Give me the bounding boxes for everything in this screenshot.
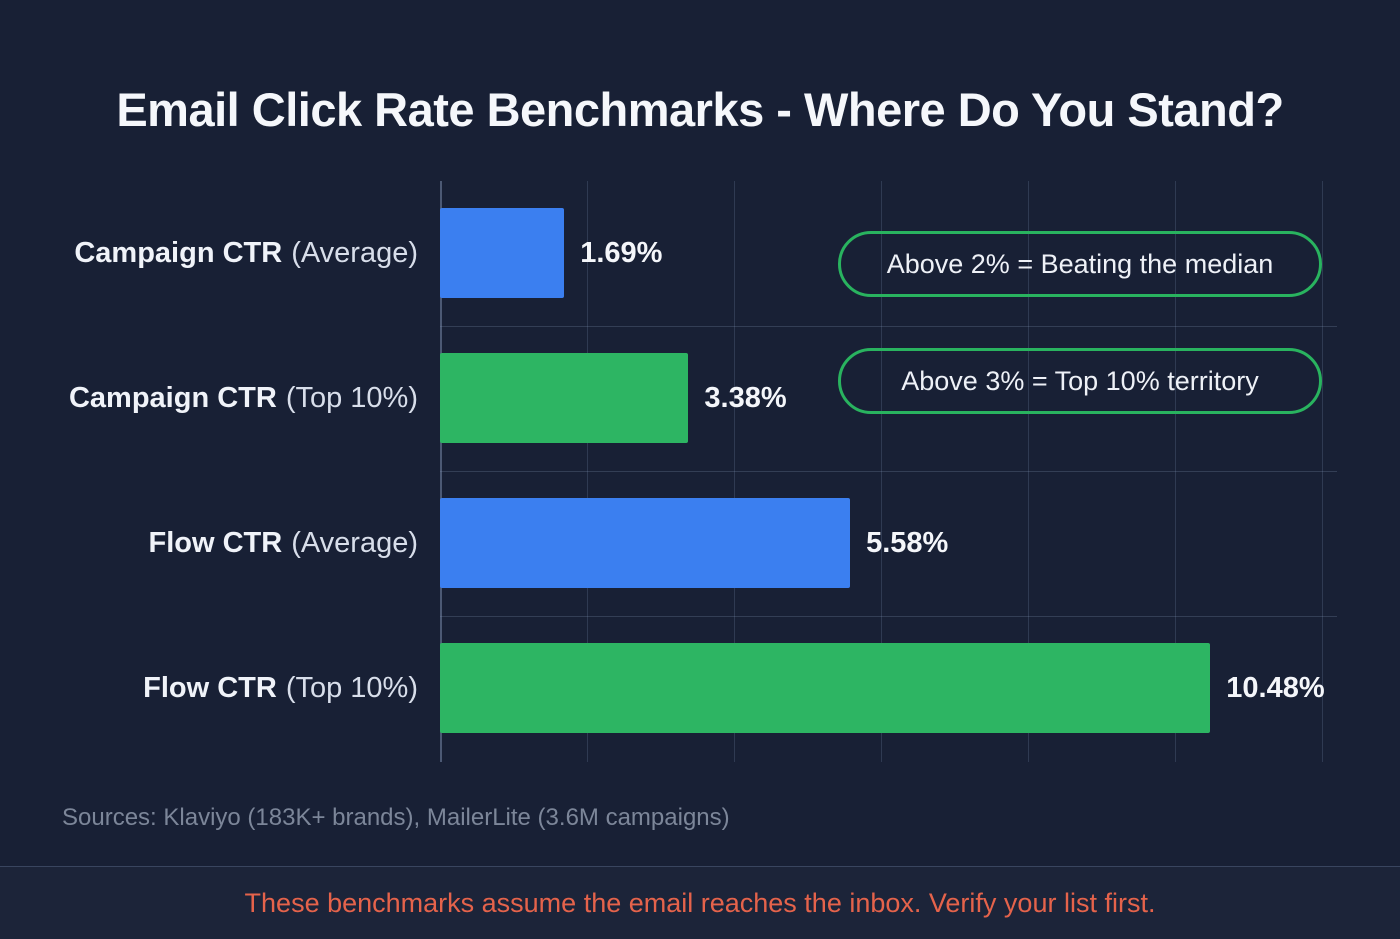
bar-campaign-ctr-top10 xyxy=(440,353,689,443)
category-label-strong: Campaign CTR xyxy=(74,237,283,269)
gridline xyxy=(1322,181,1323,762)
category-label-light: (Top 10%) xyxy=(285,382,418,414)
bar-value-label: 1.69% xyxy=(580,237,663,269)
category-label: Campaign CTR (Top 10%) xyxy=(0,326,418,471)
category-label-light: (Top 10%) xyxy=(285,672,418,704)
category-label-strong: Flow CTR xyxy=(143,672,277,704)
page-title: Email Click Rate Benchmarks - Where Do Y… xyxy=(116,83,1284,136)
footer-banner: These benchmarks assume the email reache… xyxy=(0,866,1400,939)
bar-value-label: 3.38% xyxy=(704,382,787,414)
callout-beating-median: Above 2% = Beating the median xyxy=(838,231,1322,297)
chart-row-campaign-ctr-average: Campaign CTR (Average) 1.69% xyxy=(0,181,1400,326)
gridline xyxy=(1175,181,1176,762)
category-label-strong: Flow CTR xyxy=(148,527,283,559)
gridline xyxy=(734,181,735,762)
row-separator xyxy=(440,616,1337,617)
category-label: Flow CTR (Top 10%) xyxy=(0,616,418,761)
category-label-light: (Average) xyxy=(291,527,418,559)
gridline xyxy=(1028,181,1029,762)
chart-row-flow-ctr-top10: Flow CTR (Top 10%) 10.48% xyxy=(0,616,1400,761)
axis-line xyxy=(440,181,442,762)
gridline xyxy=(881,181,882,762)
category-label: Campaign CTR (Average) xyxy=(0,181,418,326)
gridline xyxy=(587,181,588,762)
bar-flow-ctr-average xyxy=(440,498,851,588)
category-label-strong: Campaign CTR xyxy=(68,382,277,414)
bar-campaign-ctr-average xyxy=(440,208,565,298)
chart-row-campaign-ctr-top10: Campaign CTR (Top 10%) 3.38% xyxy=(0,326,1400,471)
row-separator xyxy=(440,326,1337,327)
bar-value-label: 5.58% xyxy=(866,527,949,559)
category-label-light: (Average) xyxy=(291,237,418,269)
sources-note: Sources: Klaviyo (183K+ brands), MailerL… xyxy=(62,804,730,831)
row-separator xyxy=(440,471,1337,472)
callout-top10-territory: Above 3% = Top 10% territory xyxy=(838,348,1322,414)
bar-value-label: 10.48% xyxy=(1226,672,1325,704)
bar-flow-ctr-top10 xyxy=(440,643,1211,733)
chart-row-flow-ctr-average: Flow CTR (Average) 5.58% xyxy=(0,471,1400,616)
category-label: Flow CTR (Average) xyxy=(0,471,418,616)
footer-note: These benchmarks assume the email reache… xyxy=(244,887,1156,918)
